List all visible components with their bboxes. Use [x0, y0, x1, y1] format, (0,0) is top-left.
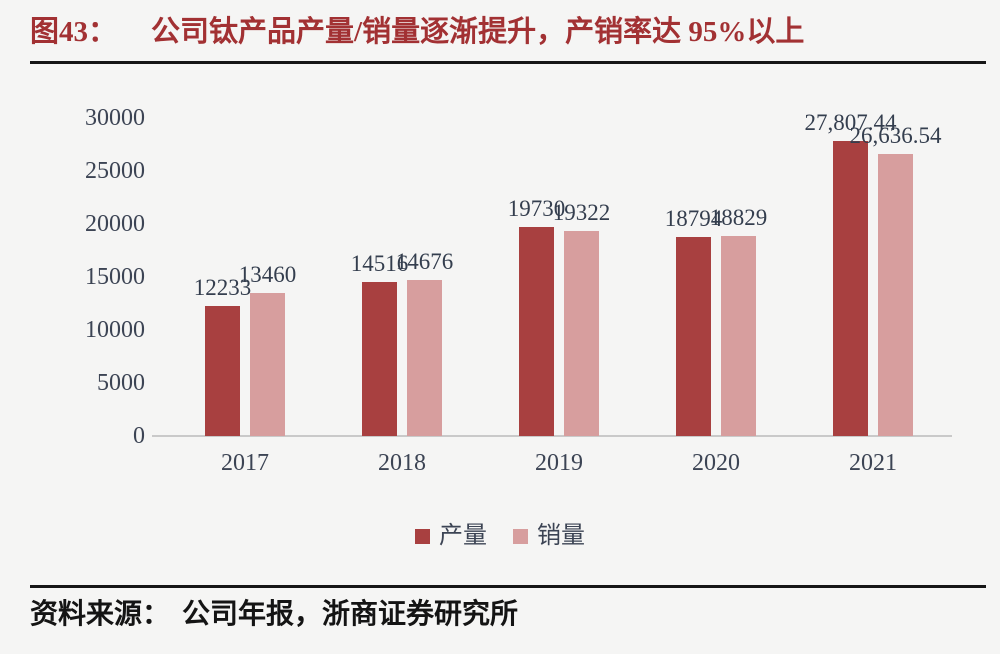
bar-value-label: 18794	[664, 206, 723, 231]
x-axis-tick-label: 2018	[378, 450, 426, 476]
footer-divider-line	[30, 585, 986, 588]
bar-产量-2017	[205, 306, 240, 436]
x-axis-tick-label: 2021	[849, 450, 897, 476]
y-axis-tick-label: 10000	[85, 317, 145, 343]
bar-value-label: 19730	[507, 196, 566, 221]
y-axis-tick-label: 20000	[85, 211, 145, 237]
bar-销量-2017	[250, 293, 285, 436]
figure-header: 图43： 公司钛产品产量/销量逐渐提升，产销率达 95%以上	[30, 12, 990, 52]
bar-value-label: 14516	[350, 251, 409, 276]
bar-产量-2021	[833, 141, 868, 436]
source-text: 公司年报，浙商证券研究所	[182, 599, 519, 630]
y-axis-tick-label: 15000	[85, 264, 145, 290]
x-axis-line	[152, 435, 952, 437]
bar-产量-2019	[519, 227, 554, 436]
x-axis-tick-label: 2020	[692, 450, 740, 476]
y-axis-tick-label: 0	[133, 423, 145, 449]
bar-销量-2018	[407, 280, 442, 436]
legend-swatch-icon	[513, 528, 528, 544]
legend-item-产量: 产量	[415, 523, 487, 549]
legend-item-销量: 销量	[513, 523, 585, 549]
bar-value-label: 18829	[709, 205, 768, 230]
bar-value-label: 26,636.54	[849, 123, 942, 148]
figure-number: 图43：	[30, 16, 118, 48]
source-note: 资料来源： 公司年报，浙商证券研究所	[30, 596, 990, 634]
y-axis-tick-label: 30000	[85, 105, 145, 131]
bar-产量-2018	[362, 282, 397, 436]
bar-value-label: 19322	[552, 200, 611, 225]
x-axis-tick-label: 2017	[221, 450, 269, 476]
bar-销量-2019	[564, 231, 599, 436]
bar-销量-2020	[721, 236, 756, 436]
bar-value-label: 13460	[238, 262, 297, 287]
bar-value-label: 14676	[395, 249, 454, 274]
title-divider-line	[30, 61, 986, 64]
y-axis-tick-label: 25000	[85, 158, 145, 184]
bar-value-label: 27,807.44	[804, 110, 897, 135]
bar-销量-2021	[878, 154, 913, 436]
source-label: 资料来源：	[30, 599, 171, 630]
legend-label: 产量	[439, 523, 487, 549]
bar-产量-2020	[676, 237, 711, 436]
bar-value-label: 12233	[193, 275, 252, 300]
legend-label: 销量	[537, 523, 585, 549]
legend-swatch-icon	[415, 528, 430, 544]
figure-title: 公司钛产品产量/销量逐渐提升，产销率达 95%以上	[151, 16, 805, 48]
x-axis-tick-label: 2019	[535, 450, 583, 476]
y-axis-tick-label: 5000	[97, 370, 145, 396]
chart-legend: 产量 销量	[0, 521, 1000, 551]
